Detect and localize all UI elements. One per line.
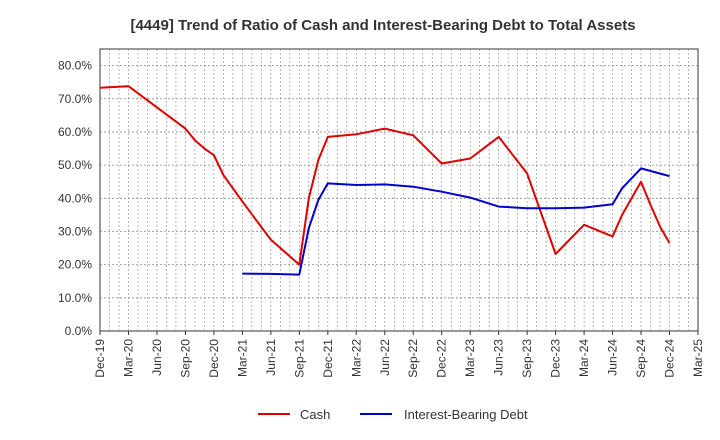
legend: Cash Interest-Bearing Debt — [258, 407, 528, 422]
plot-area — [99, 48, 699, 332]
x-tick-label: Dec-23 — [549, 339, 563, 378]
x-tick-label: Dec-24 — [663, 339, 677, 378]
y-tick-label: 10.0% — [58, 291, 92, 305]
cash-series-line — [99, 85, 671, 266]
legend-label-cash: Cash — [300, 407, 330, 422]
chart-title: [4449] Trend of Ratio of Cash and Intere… — [130, 17, 635, 34]
y-axis-ticks: 0.0% 10.0% 20.0% 30.0% 40.0% 50.0% 60.0% 70.0% 8… — [58, 59, 92, 338]
y-tick-label: 80.0% — [58, 59, 92, 73]
x-tick-label: Mar-20 — [121, 339, 135, 377]
x-tick-label: Jun-24 — [606, 339, 620, 376]
y-tick-label: 60.0% — [58, 125, 92, 139]
x-tick-label: Mar-21 — [235, 339, 249, 377]
x-tick-label: Sep-20 — [178, 339, 192, 378]
y-tick-label: 40.0% — [58, 191, 92, 205]
x-tick-label: Dec-20 — [207, 339, 221, 378]
y-tick-label: 20.0% — [58, 258, 92, 272]
y-tick-label: 50.0% — [58, 158, 92, 172]
x-tick-label: Mar-24 — [577, 339, 591, 377]
grid — [100, 49, 698, 331]
x-tick-label: Jun-23 — [492, 339, 506, 376]
x-tick-label: Sep-24 — [634, 339, 648, 378]
x-axis-ticks: Dec-19 Mar-20 Jun-20 Sep-20 Dec-20 Mar-21 Jun-… — [93, 331, 705, 378]
x-tick-label: Mar-22 — [349, 339, 363, 377]
x-tick-label: Sep-22 — [406, 339, 420, 378]
x-tick-label: Sep-23 — [520, 339, 534, 378]
x-tick-label: Dec-19 — [93, 339, 107, 378]
y-tick-label: 70.0% — [58, 92, 92, 106]
x-tick-label: Dec-21 — [321, 339, 335, 378]
x-tick-label: Mar-23 — [463, 339, 477, 377]
x-tick-label: Dec-22 — [435, 339, 449, 378]
x-tick-label: Sep-21 — [292, 339, 306, 378]
x-tick-label: Mar-25 — [691, 339, 705, 377]
x-tick-label: Jun-22 — [378, 339, 392, 376]
y-tick-label: 30.0% — [58, 224, 92, 238]
legend-label-debt: Interest-Bearing Debt — [404, 407, 528, 422]
y-tick-label: 0.0% — [65, 324, 93, 338]
debt-series-line — [242, 167, 670, 276]
series-lines — [99, 85, 671, 276]
x-tick-label: Jun-21 — [264, 339, 278, 376]
x-tick-label: Jun-20 — [150, 339, 164, 376]
